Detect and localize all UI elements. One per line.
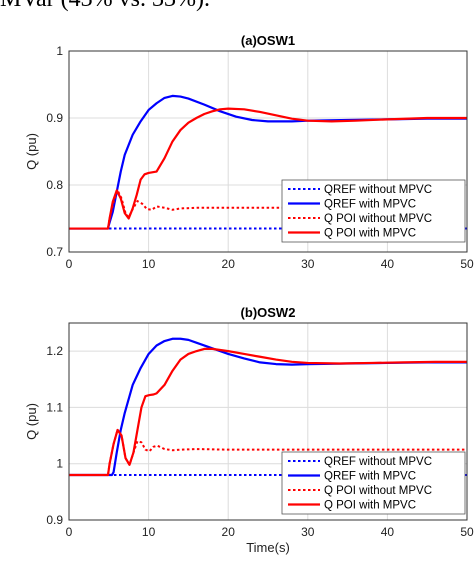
x-tick-label: 20 xyxy=(222,525,236,539)
series-line-4 xyxy=(69,347,467,477)
y-tick-label: 1.1 xyxy=(46,400,63,414)
x-tick-label: 40 xyxy=(381,525,395,539)
chart-title: (b)OSW2 xyxy=(241,305,296,320)
x-tick-label: 0 xyxy=(66,525,73,539)
series-line-4 xyxy=(69,107,467,230)
x-tick-label: 0 xyxy=(66,257,73,271)
x-tick-label: 10 xyxy=(142,525,156,539)
legend: QREF without MPVC QREF with MPVC Q POI wit… xyxy=(281,179,466,243)
series-line-3 xyxy=(69,189,467,230)
x-tick-label: 50 xyxy=(460,257,474,271)
x-tick-label: 30 xyxy=(301,525,315,539)
legend-entry: Q POI without MPVC xyxy=(324,485,432,497)
chart-1: 0 10 20 30 40 50 0.7 0.8 0.9 1 (a)OSW1 Q (pu) QREF w… xyxy=(24,33,474,271)
legend-entry: Q POI without MPVC xyxy=(324,213,432,225)
x-tick-label: 10 xyxy=(142,257,156,271)
y-tick-label: 1.2 xyxy=(46,344,63,358)
chart-title: (a)OSW1 xyxy=(241,33,295,48)
legend-entry: QREF without MPVC xyxy=(324,456,432,468)
legend-entry: QREF with MPVC xyxy=(324,471,416,483)
chart-2: 0 10 20 30 40 50 0.9 1 1.1 1.2 (b)OSW2 Q (pu) Time(s… xyxy=(24,305,474,555)
y-tick-label: 1 xyxy=(56,44,63,58)
legend: QREF without MPVC QREF with MPVC Q POI wit… xyxy=(281,451,466,515)
x-tick-label: 30 xyxy=(301,257,315,271)
x-tick-label: 50 xyxy=(460,525,474,539)
x-axis-label: Time(s) xyxy=(246,540,290,555)
y-tick-label: 0.7 xyxy=(46,245,63,259)
legend-entry: Q POI with MPVC xyxy=(324,228,416,240)
legend-entry: QREF without MPVC xyxy=(324,184,432,196)
y-tick-label: 0.9 xyxy=(46,111,63,125)
legend-entry: Q POI with MPVC xyxy=(324,500,416,512)
legend-entry: QREF with MPVC xyxy=(324,199,416,211)
axes-box xyxy=(68,322,468,521)
y-axis-label: Q (pu) xyxy=(24,133,39,170)
y-tick-label: 1 xyxy=(56,457,63,471)
y-tick-label: 0.9 xyxy=(46,513,63,527)
axes-box xyxy=(68,50,468,253)
series-line-2 xyxy=(69,337,467,477)
x-tick-label: 20 xyxy=(222,257,236,271)
y-tick-label: 0.8 xyxy=(46,178,63,192)
y-axis-label: Q (pu) xyxy=(24,403,39,440)
x-tick-label: 40 xyxy=(381,257,395,271)
caption-text: MVar (43% vs. 33%). xyxy=(0,0,210,13)
